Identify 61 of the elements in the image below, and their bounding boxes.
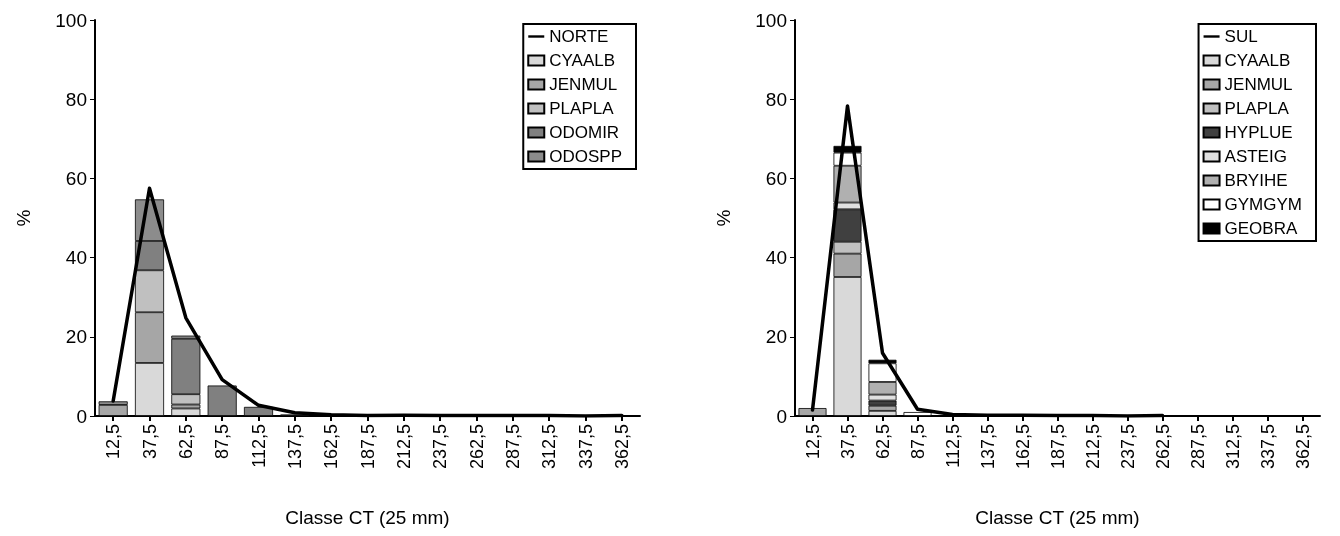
legend-label: HYPLUE [1224, 123, 1293, 142]
x-axis-title: Classe CT (25 mm) [975, 507, 1140, 528]
y-tick-label: 20 [765, 326, 787, 348]
x-tick-label: 212,5 [1082, 424, 1103, 470]
legend-label: JENMUL [549, 75, 618, 94]
y-tick-label: 0 [776, 405, 787, 427]
x-tick-label: 337,5 [575, 424, 596, 470]
x-tick-label: 137,5 [977, 424, 998, 470]
legend-label: PLAPLA [1224, 99, 1290, 118]
x-tick-label: 62,5 [872, 424, 893, 460]
x-tick-label: 362,5 [1292, 424, 1313, 470]
x-tick-label: 187,5 [1047, 424, 1068, 470]
x-tick-label: 87,5 [907, 424, 928, 460]
y-axis-title: % [713, 209, 734, 227]
x-tick-label: 262,5 [466, 424, 487, 470]
x-tick-label: 87,5 [212, 424, 233, 460]
x-tick-label: 262,5 [1152, 424, 1173, 470]
legend-label: GEOBRA [1224, 219, 1298, 238]
x-tick-label: 62,5 [175, 424, 196, 460]
legend-label: SUL [1224, 27, 1258, 46]
x-tick-label: 162,5 [321, 424, 342, 470]
legend-label: ASTEIG [1224, 147, 1287, 166]
x-tick-label: 12,5 [802, 424, 823, 460]
x-tick-label: 362,5 [611, 424, 632, 470]
legend-label: CYAALB [549, 51, 616, 70]
y-tick-label: 20 [65, 326, 87, 348]
y-tick-label: 60 [765, 167, 787, 189]
x-tick-label: 312,5 [1222, 424, 1243, 470]
x-tick-label: 37,5 [139, 424, 160, 460]
x-tick-label: 237,5 [1117, 424, 1138, 470]
y-tick-label: 40 [65, 247, 87, 269]
legend-label: NORTE [549, 27, 609, 46]
legend-label: CYAALB [1224, 51, 1291, 70]
x-tick-label: 137,5 [284, 424, 305, 470]
x-tick-label: 162,5 [1012, 424, 1033, 470]
x-tick-label: 287,5 [1187, 424, 1208, 470]
x-tick-label: 337,5 [1257, 424, 1278, 470]
x-tick-label: 37,5 [837, 424, 858, 460]
x-tick-label: 312,5 [539, 424, 560, 470]
x-tick-label: 187,5 [357, 424, 378, 470]
x-tick-label: 287,5 [502, 424, 523, 470]
x-tick-label: 112,5 [248, 424, 269, 468]
legend-label: ODOMIR [549, 123, 620, 142]
x-tick-label: 237,5 [430, 424, 451, 470]
x-tick-label: 212,5 [393, 424, 414, 470]
y-tick-label: 100 [755, 9, 787, 31]
x-tick-label: 12,5 [103, 424, 124, 460]
x-axis-title: Classe CT (25 mm) [285, 507, 450, 528]
y-tick-label: 100 [55, 9, 87, 31]
legend-label: GYMGYM [1224, 195, 1303, 214]
y-tick-label: 80 [65, 88, 87, 110]
legend-label: BRYIHE [1224, 171, 1288, 190]
y-tick-label: 60 [65, 167, 87, 189]
legend-label: JENMUL [1224, 75, 1293, 94]
y-axis-title: % [13, 209, 34, 227]
y-tick-label: 80 [765, 88, 787, 110]
legend-label: ODOSPP [549, 147, 623, 166]
y-tick-label: 0 [76, 405, 87, 427]
legend-label: PLAPLA [549, 99, 615, 118]
x-tick-label: 112,5 [942, 424, 963, 468]
y-tick-label: 40 [765, 247, 787, 269]
